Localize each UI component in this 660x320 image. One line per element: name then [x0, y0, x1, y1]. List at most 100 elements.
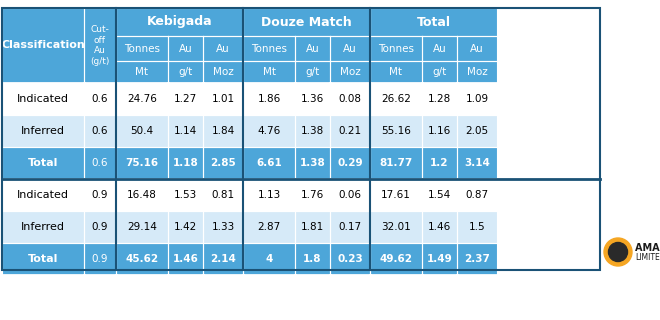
Bar — [457, 61, 497, 83]
Text: 17.61: 17.61 — [381, 190, 411, 200]
Bar — [84, 179, 116, 211]
Bar — [243, 8, 370, 36]
Bar — [330, 36, 370, 61]
Bar — [2, 115, 84, 147]
Text: 1.27: 1.27 — [174, 94, 197, 104]
Text: Mt: Mt — [389, 67, 403, 77]
Text: 1.86: 1.86 — [257, 94, 280, 104]
Text: 3.14: 3.14 — [464, 158, 490, 168]
Bar — [330, 61, 370, 83]
Bar — [422, 61, 457, 83]
Bar — [203, 211, 243, 243]
Bar — [330, 83, 370, 115]
Text: 1.42: 1.42 — [174, 222, 197, 232]
Bar — [116, 211, 168, 243]
Bar — [168, 243, 203, 275]
Bar — [203, 83, 243, 115]
Text: Total: Total — [416, 15, 451, 28]
Text: Classification: Classification — [1, 41, 85, 51]
Bar — [84, 8, 116, 83]
Bar — [203, 179, 243, 211]
Text: 1.09: 1.09 — [465, 94, 488, 104]
Text: 0.29: 0.29 — [337, 158, 363, 168]
Text: 1.38: 1.38 — [301, 126, 324, 136]
Text: 1.38: 1.38 — [300, 158, 325, 168]
Text: Au: Au — [306, 44, 319, 53]
Bar — [422, 243, 457, 275]
Bar — [295, 61, 330, 83]
Text: 1.16: 1.16 — [428, 126, 451, 136]
Text: Douze Match: Douze Match — [261, 15, 352, 28]
Bar — [370, 243, 422, 275]
Text: 1.28: 1.28 — [428, 94, 451, 104]
Text: 29.14: 29.14 — [127, 222, 157, 232]
Text: Tonnes: Tonnes — [251, 44, 287, 53]
Bar — [243, 211, 295, 243]
Bar — [168, 61, 203, 83]
Text: Au: Au — [179, 44, 192, 53]
Bar — [370, 115, 422, 147]
Bar — [116, 147, 168, 179]
Text: 1.2: 1.2 — [430, 158, 449, 168]
Text: 50.4: 50.4 — [131, 126, 154, 136]
Bar — [295, 243, 330, 275]
Bar — [370, 211, 422, 243]
Text: 2.05: 2.05 — [465, 126, 488, 136]
Text: 75.16: 75.16 — [125, 158, 158, 168]
Bar — [84, 147, 116, 179]
Text: Total: Total — [28, 254, 58, 264]
Bar — [243, 36, 295, 61]
Bar — [295, 36, 330, 61]
Text: Inferred: Inferred — [21, 222, 65, 232]
Text: 0.9: 0.9 — [92, 254, 108, 264]
Text: 1.13: 1.13 — [257, 190, 280, 200]
Text: 0.87: 0.87 — [465, 190, 488, 200]
Bar — [116, 83, 168, 115]
Bar — [295, 179, 330, 211]
Text: 1.53: 1.53 — [174, 190, 197, 200]
Text: 24.76: 24.76 — [127, 94, 157, 104]
Text: 0.23: 0.23 — [337, 254, 363, 264]
Bar — [457, 115, 497, 147]
Text: 1.46: 1.46 — [428, 222, 451, 232]
Text: Mt: Mt — [135, 67, 148, 77]
Bar — [422, 36, 457, 61]
Bar — [168, 36, 203, 61]
Text: 0.9: 0.9 — [92, 222, 108, 232]
Bar — [422, 115, 457, 147]
Bar — [116, 36, 168, 61]
Bar — [422, 83, 457, 115]
Text: 1.81: 1.81 — [301, 222, 324, 232]
Bar — [330, 147, 370, 179]
Text: 2.87: 2.87 — [257, 222, 280, 232]
Bar — [330, 243, 370, 275]
Text: 16.48: 16.48 — [127, 190, 157, 200]
Text: Tonnes: Tonnes — [378, 44, 414, 53]
Bar — [295, 115, 330, 147]
Text: 1.5: 1.5 — [469, 222, 485, 232]
Bar — [370, 147, 422, 179]
Text: 0.21: 0.21 — [339, 126, 362, 136]
Text: 0.17: 0.17 — [339, 222, 362, 232]
Bar — [243, 61, 295, 83]
Text: g/t: g/t — [306, 67, 319, 77]
Bar — [168, 147, 203, 179]
Bar — [243, 147, 295, 179]
Circle shape — [604, 238, 632, 266]
Text: 0.6: 0.6 — [92, 126, 108, 136]
Text: Moz: Moz — [467, 67, 487, 77]
Bar — [2, 179, 84, 211]
Bar — [295, 211, 330, 243]
Text: 2.37: 2.37 — [464, 254, 490, 264]
Text: 32.01: 32.01 — [381, 222, 411, 232]
Bar — [243, 179, 295, 211]
Bar — [370, 61, 422, 83]
Bar — [168, 83, 203, 115]
Bar — [422, 211, 457, 243]
Text: 1.8: 1.8 — [303, 254, 322, 264]
Text: 0.9: 0.9 — [92, 190, 108, 200]
Text: Kebigada: Kebigada — [147, 15, 213, 28]
Bar — [243, 243, 295, 275]
Text: 1.33: 1.33 — [211, 222, 234, 232]
Text: 1.18: 1.18 — [173, 158, 199, 168]
